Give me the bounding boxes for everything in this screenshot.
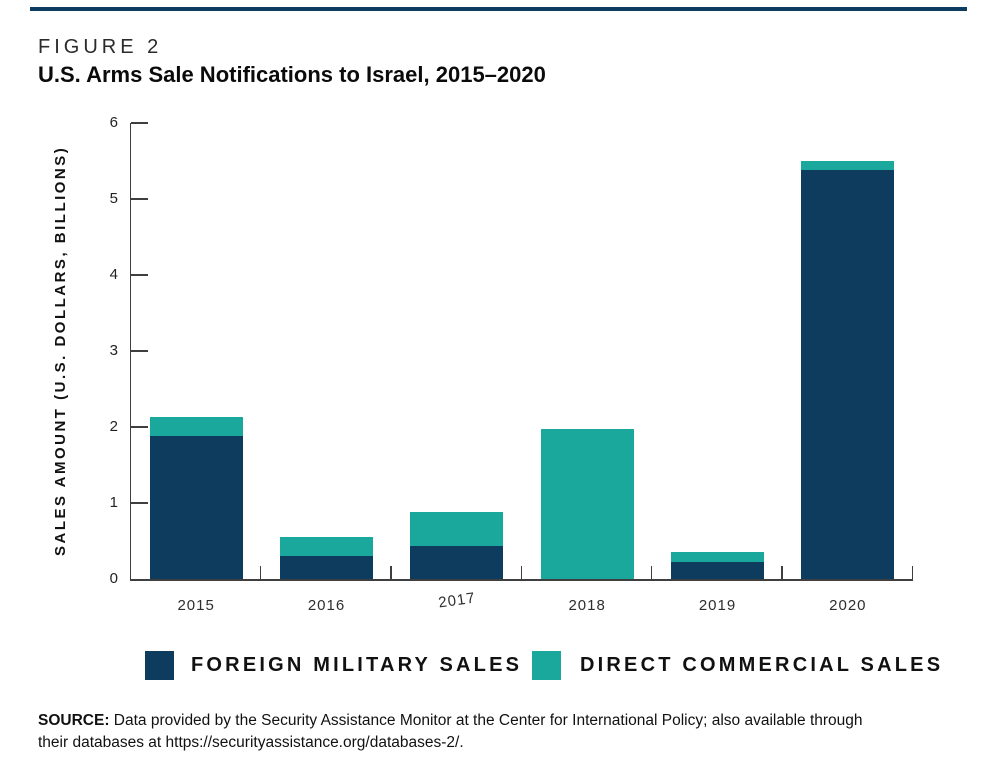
x-tick-label-2020: 2020 [829, 597, 867, 614]
y-tick-label: 1 [109, 494, 118, 511]
y-axis-line [129, 123, 131, 581]
source-line-1: Data provided by the Security Assistance… [113, 712, 863, 729]
x-tick-label-2016: 2016 [307, 597, 346, 614]
bar-segment-foreign-military-sales-2015 [149, 436, 243, 579]
figure-label: FIGURE 2 [38, 36, 163, 58]
bar-segment-direct-commercial-sales-2015 [149, 417, 243, 436]
top-accent-rule [30, 7, 967, 11]
legend-swatch-direct-commercial-sales [532, 651, 561, 680]
x-tick-mark [911, 566, 913, 579]
figure-title: U.S. Arms Sale Notifications to Israel, … [38, 62, 546, 87]
y-tick-mark [131, 426, 148, 428]
source-note: SOURCE: Data provided by the Security As… [38, 710, 968, 754]
chart-legend: FOREIGN MILITARY SALES DIRECT COMMERCIAL… [0, 651, 1000, 681]
x-tick-mark [520, 566, 522, 579]
bar-segment-direct-commercial-sales-2017 [410, 512, 504, 546]
bar-segment-direct-commercial-sales-2020 [801, 161, 895, 170]
bar-segment-foreign-military-sales-2019 [671, 562, 764, 579]
x-tick-mark [781, 566, 783, 579]
y-tick-label: 0 [109, 570, 118, 587]
y-tick-mark [131, 502, 148, 504]
x-axis-line [129, 579, 913, 581]
y-tick-mark [131, 122, 148, 124]
x-tick-mark [650, 566, 653, 579]
bar-segment-direct-commercial-sales-2018 [540, 429, 634, 579]
y-tick-mark [131, 350, 148, 352]
y-tick-label: 3 [109, 342, 118, 359]
x-tick-label-2018: 2018 [568, 597, 606, 614]
legend-label-foreign-military-sales: FOREIGN MILITARY SALES [191, 654, 523, 676]
bar-segment-foreign-military-sales-2016 [280, 556, 373, 579]
x-tick-label-2015: 2015 [177, 597, 215, 614]
x-tick-label-2019: 2019 [698, 597, 737, 614]
y-tick-mark [131, 198, 148, 200]
legend-label-direct-commercial-sales: DIRECT COMMERCIAL SALES [580, 654, 944, 676]
x-tick-label-2017: 2017 [437, 589, 477, 612]
x-tick-mark [390, 566, 392, 579]
bar-segment-direct-commercial-sales-2016 [280, 537, 373, 556]
source-line-2: their databases at https://securityassis… [38, 734, 464, 751]
y-tick-label: 6 [109, 114, 118, 131]
bar-segment-foreign-military-sales-2020 [801, 170, 895, 579]
y-tick-mark [131, 274, 148, 276]
bar-segment-direct-commercial-sales-2019 [671, 552, 764, 562]
y-tick-label: 4 [109, 266, 118, 283]
source-label: SOURCE: [38, 712, 110, 729]
y-tick-label: 2 [109, 418, 118, 435]
bar-segment-foreign-military-sales-2017 [410, 546, 504, 579]
legend-swatch-foreign-military-sales [145, 651, 174, 680]
y-tick-label: 5 [109, 190, 118, 207]
x-tick-mark [259, 566, 262, 579]
